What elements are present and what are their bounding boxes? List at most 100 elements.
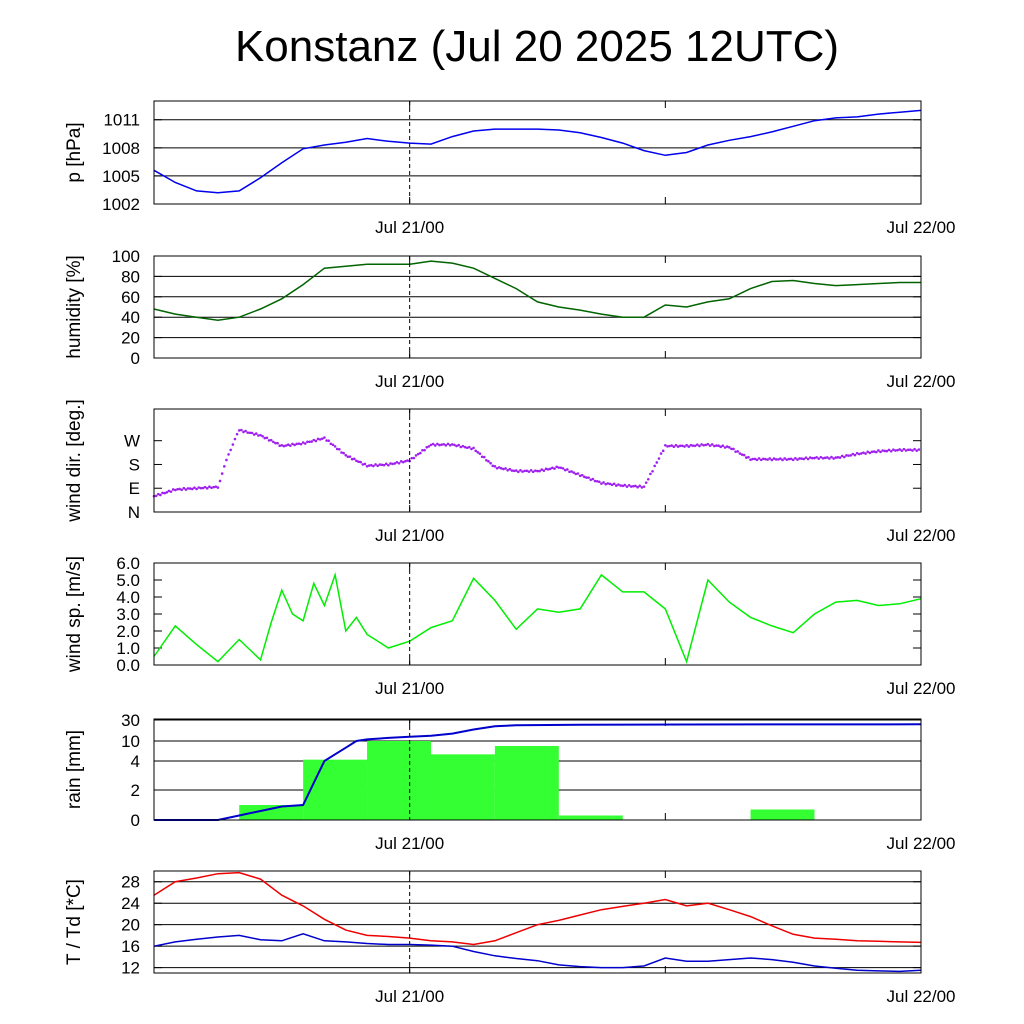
wind-dir-point <box>231 443 235 446</box>
wind-dir-point <box>487 460 490 463</box>
wind-dir-point <box>374 463 377 466</box>
wind-dir-point <box>344 453 348 457</box>
wind-dir-point <box>453 443 456 447</box>
wind-dir-point <box>706 442 710 446</box>
wind-dir-point <box>382 463 386 467</box>
wind-dir-point <box>561 467 565 470</box>
y-tick-label: 5.0 <box>116 571 140 590</box>
wind-dir-point <box>894 449 897 452</box>
wind-dir-point <box>244 429 247 433</box>
wind-dir-point <box>725 445 729 448</box>
wind-dir-point <box>489 461 492 465</box>
wind-dir-point <box>632 484 635 488</box>
y-tick-label: 100 <box>112 247 140 266</box>
wind-dir-point <box>776 458 780 461</box>
wind-dir-point <box>380 463 384 467</box>
wind-dir-point <box>685 443 688 447</box>
wind-dir-point <box>791 458 795 462</box>
wind-dir-point <box>540 468 544 471</box>
wind-dir-point <box>237 429 241 432</box>
wind-dir-point <box>210 486 213 490</box>
wind-dir-point <box>625 485 629 488</box>
wind-dir-point <box>203 485 207 489</box>
wind-dir-point <box>174 488 177 492</box>
wind-dir-point <box>621 484 625 488</box>
wind-dir-point <box>352 457 356 461</box>
y-tick-label: 1011 <box>103 111 140 130</box>
wind-dir-point <box>853 453 857 457</box>
wind-dir-point <box>491 464 495 468</box>
y-tick-label: 60 <box>121 288 140 307</box>
wind-dir-point <box>700 443 703 446</box>
wind-dir-point <box>182 486 186 490</box>
wind-dir-point <box>329 442 333 446</box>
wind-dir-point <box>195 487 198 491</box>
wind-dir-point <box>444 444 448 447</box>
wind-dir-point <box>391 462 394 466</box>
wind-dir-point <box>708 444 712 447</box>
wind-dir-point <box>438 443 441 447</box>
x-tick-label: Jul 22/00 <box>887 218 956 237</box>
y-tick-label: 4 <box>131 752 140 771</box>
wind-dir-point <box>499 467 503 470</box>
wind-dir-point <box>668 444 671 448</box>
wind-dir-point <box>757 457 761 460</box>
wind-dir-point <box>840 454 844 458</box>
wind-dir-point <box>416 452 420 456</box>
wind-dir-point <box>289 444 292 447</box>
wind-dir-point <box>734 450 737 453</box>
wind-dir-point <box>325 439 328 442</box>
wind-dir-point <box>772 457 776 460</box>
wind-dir-point <box>732 447 735 451</box>
wind-dir-point <box>610 483 614 487</box>
wind-dir-point <box>267 439 271 442</box>
wind-dir-point <box>698 444 701 448</box>
y-tick-label: 4.0 <box>116 588 140 607</box>
wind-dir-point <box>531 470 535 474</box>
wind-dir-point <box>355 459 358 463</box>
wind-dir-point <box>312 438 316 442</box>
wind-dir-point <box>904 449 908 452</box>
wind-dir-point <box>804 456 808 459</box>
wind-dir-point <box>188 487 192 490</box>
wind-dir-point <box>163 491 166 495</box>
wind-dir-point <box>357 460 360 464</box>
wind-dir-point <box>282 444 286 448</box>
wind-dir-point <box>463 445 467 449</box>
wind-dir-point <box>459 445 463 449</box>
y-tick-label: 1.0 <box>116 639 140 658</box>
series-line <box>153 572 922 664</box>
wind-dir-point <box>450 443 454 446</box>
wind-dir-point <box>476 451 480 454</box>
wind-dir-point <box>881 449 884 452</box>
wind-dir-point <box>623 483 627 487</box>
wind-dir-point <box>318 438 322 441</box>
wind-dir-point <box>749 458 752 462</box>
wind-dir-point <box>378 463 382 466</box>
plot-frame <box>153 562 922 666</box>
wind-dir-point <box>433 444 437 447</box>
wind-dir-point <box>642 485 646 488</box>
wind-dir-point <box>404 459 407 463</box>
rain-bar <box>367 741 431 820</box>
series-line <box>153 109 922 194</box>
wind-dir-point <box>468 445 471 449</box>
wind-dir-point <box>214 485 218 488</box>
wind-dir-point <box>847 454 850 457</box>
wind-dir-point <box>747 455 750 459</box>
wind-dir-point <box>297 442 301 445</box>
wind-dir-point <box>361 463 365 466</box>
wind-dir-point <box>519 468 522 472</box>
wind-dir-point <box>789 457 793 461</box>
wind-dir-point <box>866 450 870 454</box>
wind-dir-point <box>508 467 512 471</box>
rain-bar <box>494 746 559 820</box>
wind-dir-point <box>156 492 160 496</box>
wind-dir-point <box>529 468 533 472</box>
wind-dir-point <box>580 473 584 477</box>
wind-dir-point <box>612 482 616 486</box>
wind-dir-point <box>821 456 825 460</box>
rain-cumulative-line <box>154 723 922 821</box>
y-tick-label: 3.0 <box>116 605 140 624</box>
wind-dir-point <box>896 448 899 452</box>
